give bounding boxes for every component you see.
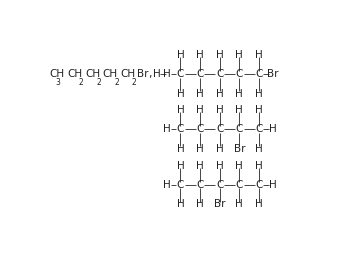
Text: H: H [176, 144, 184, 154]
Text: C: C [235, 124, 243, 134]
Text: H: H [176, 89, 184, 99]
Text: C: C [216, 69, 224, 79]
Text: H: H [196, 161, 204, 171]
Text: H: H [235, 200, 243, 209]
Text: H: H [176, 161, 184, 171]
Text: C: C [196, 124, 204, 134]
Text: 2: 2 [78, 78, 83, 87]
Text: 2: 2 [96, 78, 101, 87]
Text: CH: CH [120, 69, 136, 79]
Text: H: H [163, 124, 171, 134]
Text: H: H [216, 50, 224, 60]
Text: C: C [235, 180, 243, 190]
Text: Br: Br [137, 69, 149, 79]
Text: 2: 2 [132, 78, 137, 87]
Text: H: H [235, 89, 243, 99]
Text: H: H [216, 144, 224, 154]
Text: H: H [235, 105, 243, 115]
Text: 3: 3 [56, 78, 60, 87]
Text: H: H [176, 50, 184, 60]
Text: H: H [153, 69, 161, 79]
Text: Br: Br [234, 144, 245, 154]
Text: H: H [216, 89, 224, 99]
Text: H: H [176, 200, 184, 209]
Text: H: H [255, 144, 263, 154]
Text: CH: CH [85, 69, 100, 79]
Text: H: H [235, 161, 243, 171]
Text: C: C [177, 69, 184, 79]
Text: H: H [216, 161, 224, 171]
Text: Br: Br [214, 200, 225, 209]
Text: H: H [163, 69, 171, 79]
Text: C: C [216, 180, 224, 190]
Text: H: H [196, 50, 204, 60]
Text: C: C [255, 124, 263, 134]
Text: CH: CH [67, 69, 82, 79]
Text: 2: 2 [114, 78, 119, 87]
Text: H: H [216, 105, 224, 115]
Text: C: C [177, 124, 184, 134]
Text: C: C [255, 180, 263, 190]
Text: C: C [235, 69, 243, 79]
Text: C: C [196, 180, 204, 190]
Text: H: H [255, 161, 263, 171]
Text: ,: , [148, 69, 151, 79]
Text: H: H [176, 105, 184, 115]
Text: H: H [269, 124, 276, 134]
Text: H: H [255, 105, 263, 115]
Text: CH: CH [49, 69, 64, 79]
Text: H: H [235, 50, 243, 60]
Text: H: H [196, 89, 204, 99]
Text: Br: Br [267, 69, 278, 79]
Text: H: H [163, 180, 171, 190]
Text: H: H [255, 50, 263, 60]
Text: H: H [196, 105, 204, 115]
Text: C: C [255, 69, 263, 79]
Text: C: C [196, 69, 204, 79]
Text: H: H [255, 89, 263, 99]
Text: H: H [196, 144, 204, 154]
Text: H: H [255, 200, 263, 209]
Text: C: C [177, 180, 184, 190]
Text: H: H [196, 200, 204, 209]
Text: CH: CH [103, 69, 118, 79]
Text: H: H [269, 180, 276, 190]
Text: C: C [216, 124, 224, 134]
